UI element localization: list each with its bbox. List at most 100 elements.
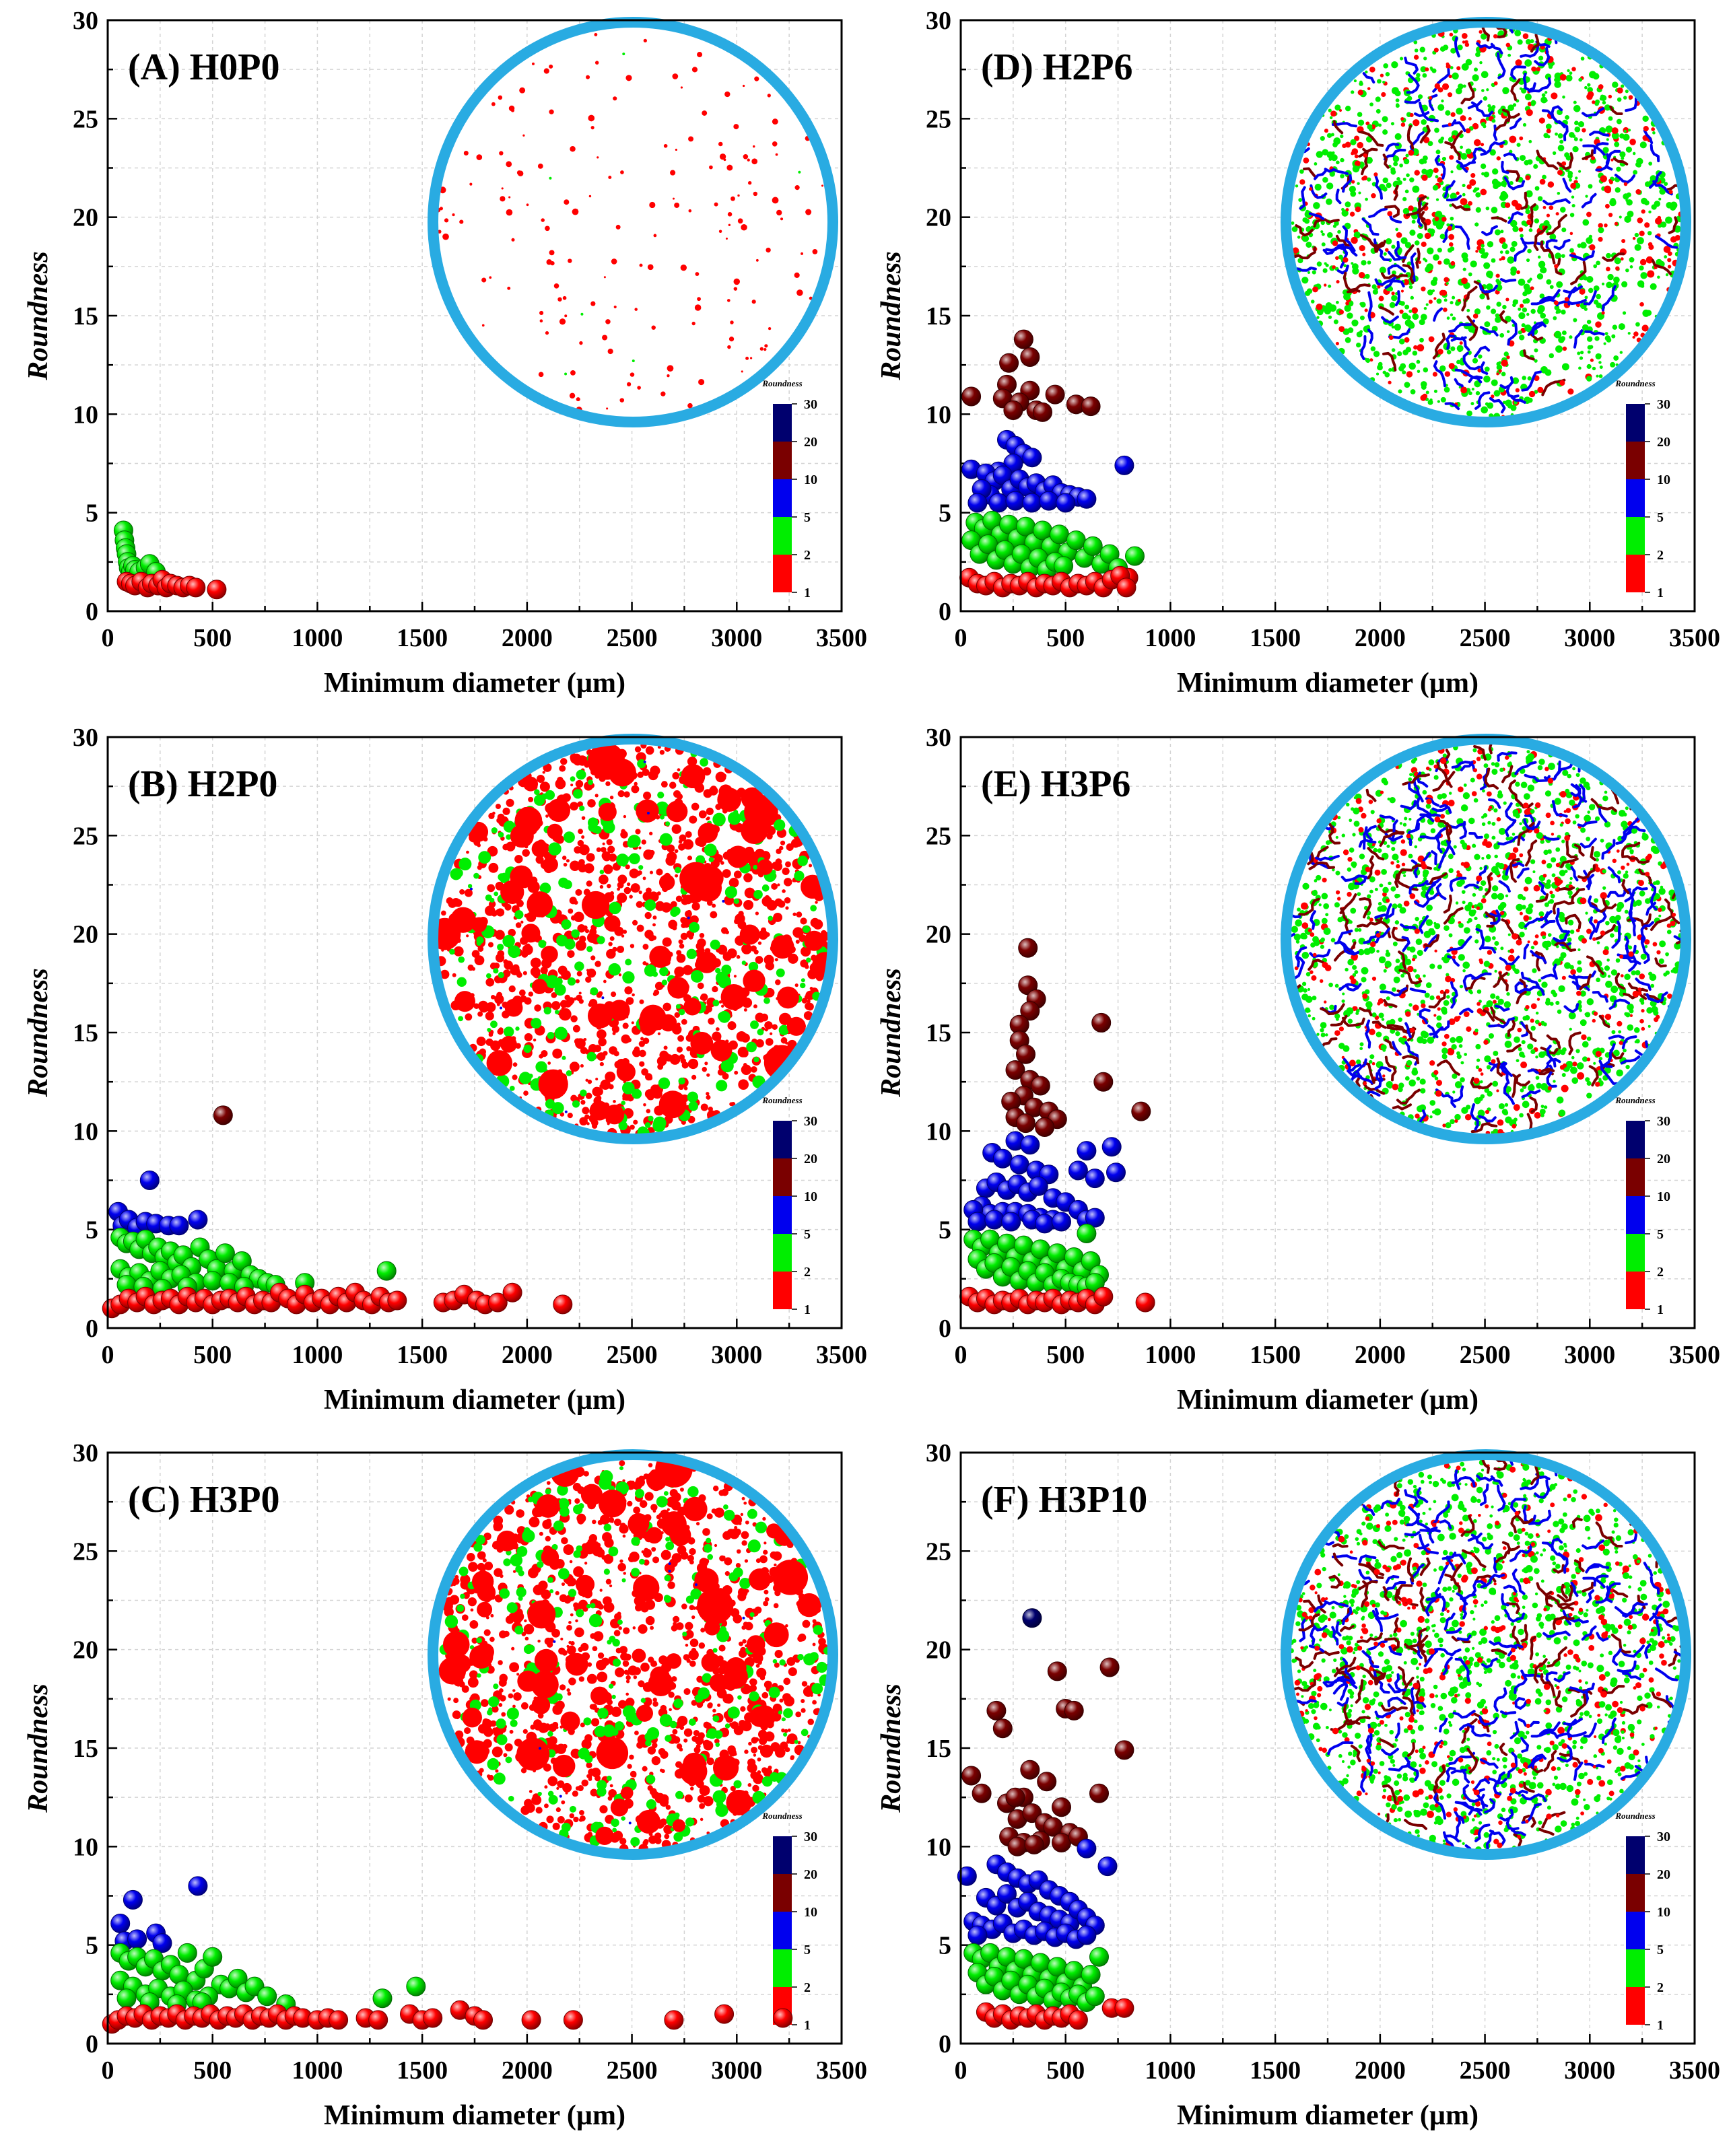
pore-blob — [1475, 390, 1481, 396]
pore-blob — [763, 1589, 769, 1595]
pore-blob — [568, 1677, 576, 1685]
pore-blob — [492, 811, 496, 815]
pore-blob — [559, 1795, 562, 1798]
pore-blob — [1584, 295, 1588, 300]
pore-blob — [521, 950, 529, 958]
pore-blob — [1441, 99, 1444, 103]
pore-blob — [1617, 97, 1622, 102]
colorbar-tick-label: 10 — [804, 473, 817, 487]
pore-blob — [779, 1698, 784, 1703]
pore-blob — [1533, 164, 1538, 169]
pore-blob — [648, 1835, 657, 1844]
pore-blob — [1586, 275, 1594, 283]
pore-blob — [772, 1024, 778, 1031]
pore-blob — [577, 839, 584, 847]
pore-blob — [513, 1692, 522, 1701]
pore-blob — [599, 870, 605, 874]
x-tick-label: 3000 — [711, 2056, 762, 2085]
pore-blob — [1423, 367, 1429, 373]
pore-blob — [1450, 66, 1454, 70]
pore-blob — [610, 891, 614, 895]
pore-blob — [487, 1028, 491, 1033]
pore-blob — [698, 810, 707, 819]
pore-blob — [691, 1074, 697, 1080]
pore-blob — [531, 1795, 542, 1805]
pore-blob — [1644, 222, 1650, 228]
y-tick-label: 10 — [73, 1833, 98, 1861]
pore-blob — [733, 278, 741, 285]
pore-blob — [576, 994, 582, 1002]
pore-blob — [1670, 201, 1678, 209]
pore-blob — [741, 1540, 747, 1546]
pore-blob — [578, 1817, 583, 1822]
pore-blob — [607, 1775, 612, 1781]
pore-blob — [689, 921, 700, 933]
pore-blob — [1633, 170, 1636, 174]
pore-blob — [1369, 358, 1373, 362]
pore-blob — [780, 1741, 788, 1750]
pore-blob — [751, 1746, 758, 1753]
pore-blob — [518, 1596, 523, 1601]
y-tick-label: 5 — [939, 499, 951, 528]
pore-blob — [754, 1773, 759, 1778]
pore-blob — [1507, 53, 1511, 57]
pore-blob — [1314, 183, 1322, 191]
pore-blob — [702, 110, 708, 116]
pore-worm — [1384, 279, 1405, 289]
pore-blob — [585, 976, 592, 983]
pore-blob — [661, 902, 672, 913]
x-tick-label: 0 — [102, 624, 114, 652]
pore-blob — [1602, 100, 1606, 105]
pore-blob — [570, 1641, 575, 1646]
pore-blob — [785, 1624, 788, 1628]
pore-blob — [572, 1024, 580, 1033]
pore-blob — [547, 1731, 553, 1737]
pore-blob — [720, 984, 747, 1010]
pore-blob — [1520, 234, 1524, 238]
pore-blob — [654, 1837, 662, 1844]
pore-blob — [1446, 282, 1449, 285]
pore-blob — [544, 1803, 549, 1809]
pore-blob — [747, 1758, 756, 1767]
pore-blob — [1365, 197, 1368, 201]
pore-blob — [1481, 406, 1488, 414]
pore-blob — [1588, 184, 1593, 189]
pore-blob — [795, 940, 800, 944]
pore-blob — [777, 883, 780, 886]
pore-blob — [456, 1604, 465, 1612]
pore-blob — [643, 1103, 646, 1107]
pore-blob — [677, 768, 681, 771]
pore-blob — [659, 750, 665, 755]
pore-blob — [803, 1011, 813, 1020]
pore-blob — [636, 901, 643, 908]
pore-blob — [464, 889, 473, 897]
pore-blob — [1402, 279, 1409, 285]
pore-blob — [1641, 209, 1645, 214]
pore-blob — [454, 899, 463, 907]
pore-worm — [1362, 72, 1375, 84]
pore-blob — [527, 1600, 556, 1629]
pore-blob — [671, 1556, 675, 1559]
pore-blob — [551, 1102, 564, 1115]
pore-blob — [509, 1729, 514, 1734]
pore-blob — [1528, 139, 1532, 143]
pore-blob — [557, 1780, 565, 1788]
pore-blob — [465, 1013, 473, 1021]
pore-blob — [599, 1805, 608, 1814]
pore-blob — [1496, 372, 1499, 376]
pore-blob — [1462, 256, 1468, 263]
data-point — [502, 1282, 522, 1302]
pore-blob — [665, 1537, 671, 1542]
pore-blob — [629, 895, 633, 899]
pore-blob — [652, 1509, 656, 1513]
pore-blob — [665, 1735, 672, 1742]
pore-blob — [516, 1737, 550, 1771]
pore-blob — [741, 1625, 746, 1630]
pore-blob — [669, 781, 677, 789]
pore-blob — [1504, 202, 1511, 208]
pore-blob — [578, 1747, 590, 1760]
pore-blob — [570, 1094, 578, 1102]
pore-blob — [1518, 312, 1526, 320]
pore-blob — [499, 1677, 504, 1681]
y-tick-label: 20 — [73, 1636, 98, 1665]
